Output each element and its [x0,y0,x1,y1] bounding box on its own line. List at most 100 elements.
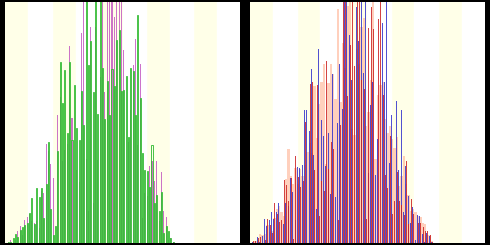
Bar [116,0,117,243]
Bar [285,203,286,243]
Bar [81,91,82,243]
Bar [290,178,291,243]
Bar [114,17,115,243]
Bar [133,71,134,243]
Bar [255,241,256,243]
Bar [333,149,334,243]
Bar [262,236,263,243]
Bar [292,184,294,243]
Bar [293,239,294,243]
Bar [46,144,47,243]
Bar [358,64,360,243]
Bar [272,233,273,243]
Bar [294,168,297,243]
Bar [50,164,51,243]
Bar [346,6,348,243]
Bar [83,0,84,243]
Bar [123,90,124,243]
Bar [358,41,359,243]
Bar [280,211,283,243]
Bar [133,64,134,243]
Bar [297,184,299,243]
Bar [368,111,370,243]
Bar [385,175,386,243]
Bar [394,201,395,243]
Bar [401,205,402,243]
Bar [313,86,316,243]
Bar [378,19,379,243]
Bar [319,216,320,243]
Bar [121,0,122,243]
Bar [287,149,290,243]
Bar [254,241,257,243]
Bar [36,188,37,243]
Bar [339,102,342,243]
Bar [290,176,292,243]
Bar [364,89,365,243]
Bar [316,209,317,243]
Bar [266,224,269,243]
Bar [273,218,275,243]
Bar [324,191,325,243]
Bar [415,2,438,243]
Bar [172,242,174,243]
Bar [365,1,366,243]
Bar [361,0,362,243]
Bar [55,226,56,243]
Bar [269,232,271,243]
Bar [325,164,327,243]
Bar [193,2,217,243]
Bar [332,74,335,243]
Bar [379,85,382,243]
Bar [24,225,25,243]
Bar [34,224,35,243]
Bar [413,214,414,243]
Bar [69,62,70,243]
Bar [412,209,415,243]
Bar [255,241,256,243]
Bar [380,1,381,243]
Bar [76,128,77,243]
Bar [422,227,423,243]
Bar [149,167,150,243]
Bar [417,215,418,243]
Bar [353,135,356,243]
Bar [325,166,326,243]
Bar [398,171,399,243]
Bar [410,223,411,243]
Bar [411,198,412,243]
Bar [122,2,146,243]
Bar [81,33,82,243]
Bar [145,193,146,243]
Bar [382,82,384,243]
Bar [309,131,310,243]
Bar [360,27,363,243]
Bar [382,23,383,243]
Bar [145,170,146,243]
Bar [320,82,323,243]
Bar [328,133,329,243]
Bar [400,176,403,243]
Bar [15,240,16,243]
Bar [104,92,105,243]
Bar [166,217,167,243]
Bar [121,91,122,243]
Bar [377,95,379,243]
Bar [13,238,14,243]
Bar [125,76,126,243]
Bar [20,230,21,243]
Bar [159,211,160,243]
Bar [349,35,350,243]
Bar [336,4,337,243]
Bar [151,161,152,243]
Bar [276,212,277,243]
Bar [419,217,421,243]
Bar [10,240,11,243]
Bar [306,152,309,243]
Bar [109,115,110,243]
Bar [151,145,152,243]
Bar [147,196,148,243]
Bar [429,236,430,243]
Bar [418,223,419,243]
Bar [396,101,397,243]
